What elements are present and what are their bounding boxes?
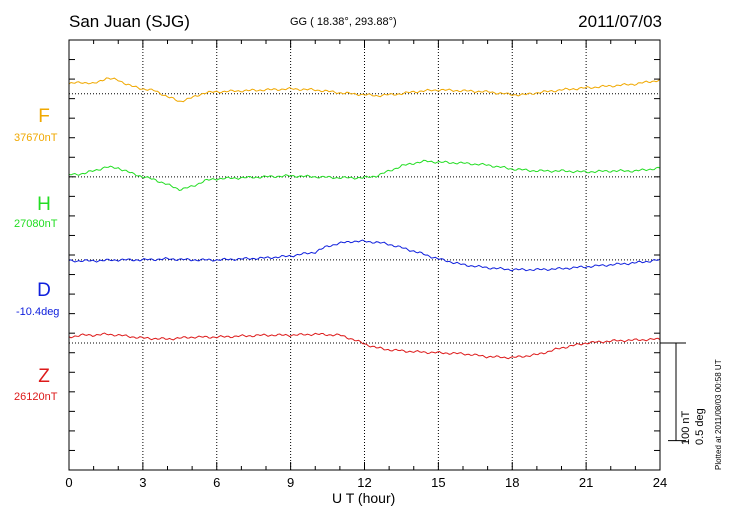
x-tick-label-3: 3	[139, 475, 146, 490]
x-tick-label-18: 18	[505, 475, 519, 490]
plotted-timestamp: Plotted at 2011/08/03 00:58 UT	[714, 359, 723, 470]
chart-axes: 0 3 6 9 12 15 18 21 24	[65, 39, 686, 490]
component-baseline-f: 37670nT	[14, 132, 58, 144]
x-tick-label-6: 6	[213, 475, 220, 490]
station-title: San Juan (SJG)	[69, 12, 190, 31]
x-axis-label: U T (hour)	[332, 490, 396, 506]
scale-nt-label: 100 nT	[680, 410, 692, 445]
component-baseline-h: 27080nT	[14, 218, 58, 230]
x-tick-label-21: 21	[579, 475, 593, 490]
x-tick-label-24: 24	[653, 475, 667, 490]
x-tick-label-9: 9	[287, 475, 294, 490]
x-tick-label-15: 15	[431, 475, 445, 490]
scale-deg-label: 0.5 deg	[694, 408, 706, 445]
x-tick-label-12: 12	[357, 475, 371, 490]
component-name-h: H	[37, 194, 51, 215]
series-line-z	[68, 332, 661, 360]
chart-grid	[142, 40, 587, 470]
station-coords: GG ( 18.38°, 293.88°)	[290, 16, 397, 28]
chart-series	[68, 77, 661, 360]
plot-frame	[68, 39, 661, 471]
component-baseline-z: 26120nT	[14, 391, 58, 403]
component-name-z: Z	[38, 366, 50, 387]
component-name-f: F	[38, 106, 50, 127]
date-label: 2011/07/03	[578, 12, 662, 31]
series-line-f	[68, 77, 661, 103]
x-tick-label-0: 0	[65, 475, 72, 490]
series-line-d	[68, 239, 661, 272]
series-line-h	[68, 159, 661, 192]
component-name-d: D	[37, 280, 51, 301]
component-baseline-d: -10.4deg	[16, 306, 60, 318]
